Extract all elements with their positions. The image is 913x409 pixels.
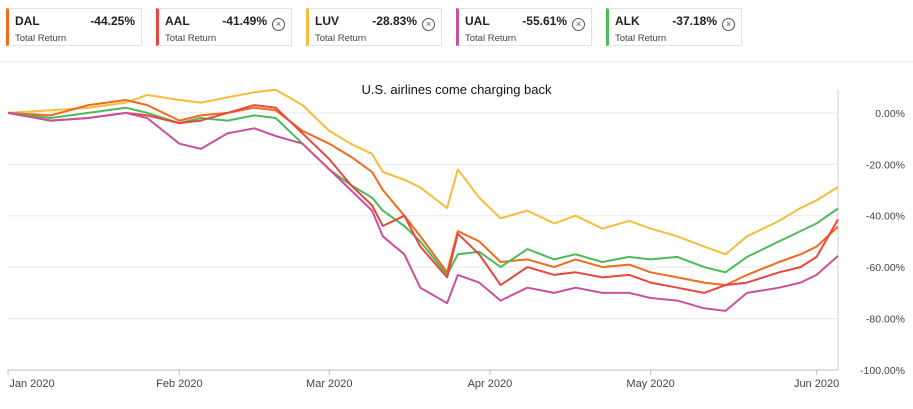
x-tick-label: Jun 2020 — [794, 378, 839, 390]
legend-subtitle: Total Return — [465, 33, 517, 44]
remove-series-icon[interactable]: × — [572, 18, 585, 31]
legend-chip-dal[interactable]: DAL -44.25% Total Return — [6, 8, 142, 46]
series-lines — [7, 88, 839, 312]
remove-series-icon[interactable]: × — [272, 18, 285, 31]
y-tick-label: -80.00% — [866, 314, 905, 326]
legend-ticker: UAL — [465, 14, 490, 28]
legend-return-value: -41.49% — [222, 14, 267, 28]
legend-subtitle: Total Return — [315, 33, 367, 44]
legend-return-value: -44.25% — [90, 14, 135, 28]
x-tick-label: Apr 2020 — [468, 378, 513, 390]
remove-series-icon[interactable]: × — [722, 18, 735, 31]
y-tick-label: -60.00% — [866, 262, 905, 274]
legend-chip-luv[interactable]: LUV -28.83% Total Return × — [306, 8, 442, 46]
legend-chip-ual[interactable]: UAL -55.61% Total Return × — [456, 8, 592, 46]
legend-return-value: -28.83% — [372, 14, 417, 28]
legend-return-value: -55.61% — [522, 14, 567, 28]
y-tick-label: 0.00% — [875, 108, 905, 120]
legend-chip-aal[interactable]: AAL -41.49% Total Return × — [156, 8, 292, 46]
legend-subtitle: Total Return — [15, 33, 67, 44]
x-tick-label: Jan 2020 — [9, 378, 54, 390]
legend-ticker: AAL — [165, 14, 190, 28]
series-line-aal — [7, 104, 839, 294]
x-tick-label: May 2020 — [626, 378, 674, 390]
legend-subtitle: Total Return — [165, 33, 217, 44]
y-tick-label: -100.00% — [860, 365, 905, 377]
chart-title: U.S. airlines come charging back — [361, 82, 552, 97]
legend-ticker: DAL — [15, 14, 40, 28]
legend-subtitle: Total Return — [615, 33, 667, 44]
series-line-ual — [7, 111, 839, 312]
legend-chip-alk[interactable]: ALK -37.18% Total Return × — [606, 8, 742, 46]
axes: 0.00% -20.00% -40.00% -60.00% -80.00% -100.00… — [7, 90, 905, 390]
y-tick-label: -20.00% — [866, 159, 905, 171]
legend-ticker: ALK — [615, 14, 640, 28]
y-tick-label: -40.00% — [866, 211, 905, 223]
remove-series-icon[interactable]: × — [422, 18, 435, 31]
x-tick-label: Mar 2020 — [306, 378, 352, 390]
series-line-luv — [7, 88, 839, 256]
x-tick-label: Feb 2020 — [156, 378, 202, 390]
legend: DAL -44.25% Total Return AAL -41.49% Total Re… — [6, 8, 756, 46]
legend-return-value: -37.18% — [672, 14, 717, 28]
grid — [0, 61, 913, 371]
series-line-dal — [7, 99, 839, 287]
legend-ticker: LUV — [315, 14, 339, 28]
